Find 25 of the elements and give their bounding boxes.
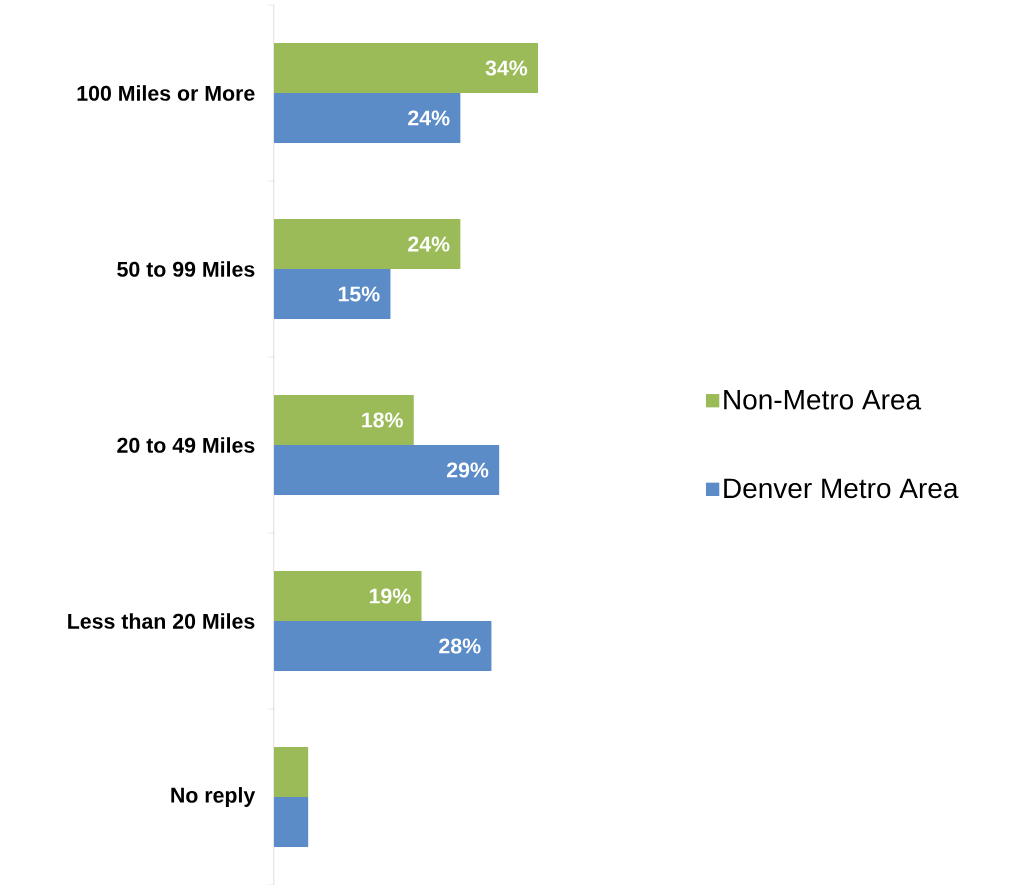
- bar: [274, 571, 422, 622]
- bar: [274, 269, 391, 319]
- data-label: 34%: [485, 60, 528, 76]
- bar: [274, 797, 309, 847]
- data-label: 15%: [338, 286, 380, 302]
- bar: [274, 395, 414, 446]
- data-label: 29%: [446, 462, 489, 478]
- legend-label: Non-Metro Area: [724, 390, 922, 410]
- data-label: 18%: [362, 412, 403, 428]
- y-tick-label: 20 to 49 Miles: [117, 437, 255, 453]
- bar: [274, 93, 461, 143]
- data-label: 19%: [369, 588, 411, 604]
- bar: [274, 445, 500, 495]
- bar: [274, 747, 309, 798]
- data-label: 24%: [408, 110, 450, 126]
- y-tick-label: No reply: [171, 787, 256, 807]
- bar: [274, 219, 461, 270]
- y-tick-label: 50 to 99 Miles: [117, 261, 255, 277]
- bar: [274, 621, 492, 671]
- legend-label: Denver Metro Area: [724, 478, 959, 499]
- data-label: 24%: [408, 236, 450, 252]
- data-label: 28%: [439, 638, 481, 654]
- y-tick-label: Less than 20 Miles: [68, 613, 255, 629]
- bar: [274, 43, 539, 93]
- y-tick-label: 100 Miles or More: [77, 85, 255, 101]
